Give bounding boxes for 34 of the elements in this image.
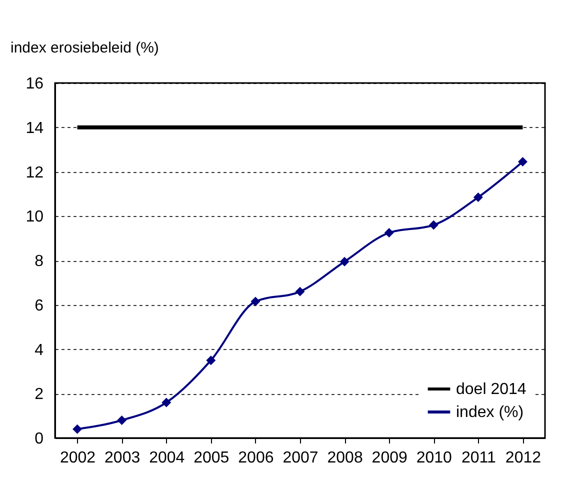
y-tick-label: 16: [26, 76, 44, 92]
y-tick-label: 4: [34, 342, 44, 359]
point: [473, 192, 483, 202]
x-tick-label: 2005: [194, 450, 230, 466]
y-tick-label: 12: [26, 164, 44, 182]
point: [206, 356, 216, 366]
legend-label: index (%): [456, 404, 524, 421]
y-tick-label: 10: [26, 208, 44, 226]
x-tick-label: 2007: [282, 450, 318, 466]
point: [384, 228, 394, 238]
x-tick-label: 2011: [461, 450, 496, 466]
x-tick-label: 2003: [104, 450, 140, 466]
y-tick-label: 2: [34, 386, 44, 404]
x-tick-label: 2010: [416, 450, 452, 466]
point: [72, 424, 82, 434]
x-tick-label: 2008: [327, 450, 363, 466]
y-tick-label: 6: [34, 297, 44, 314]
point: [340, 256, 350, 266]
y-tick-label: 8: [34, 253, 44, 270]
y-tick-label: 14: [26, 120, 44, 137]
point: [295, 286, 305, 296]
point: [250, 296, 260, 306]
x-tick-label: 2012: [505, 450, 542, 466]
x-tick-label: 2004: [149, 450, 185, 466]
x-tick-label: 2009: [372, 450, 408, 466]
point: [162, 398, 172, 408]
point: [518, 157, 528, 167]
y-axis-title: index erosiebeleid (%): [10, 40, 159, 56]
x-tick-label: 2002: [60, 450, 96, 466]
point: [428, 220, 438, 230]
point: [117, 416, 127, 425]
x-tick-label: 2006: [238, 450, 274, 466]
legend-label: doel 2014: [456, 381, 526, 398]
y-tick-label: 0: [34, 430, 44, 448]
